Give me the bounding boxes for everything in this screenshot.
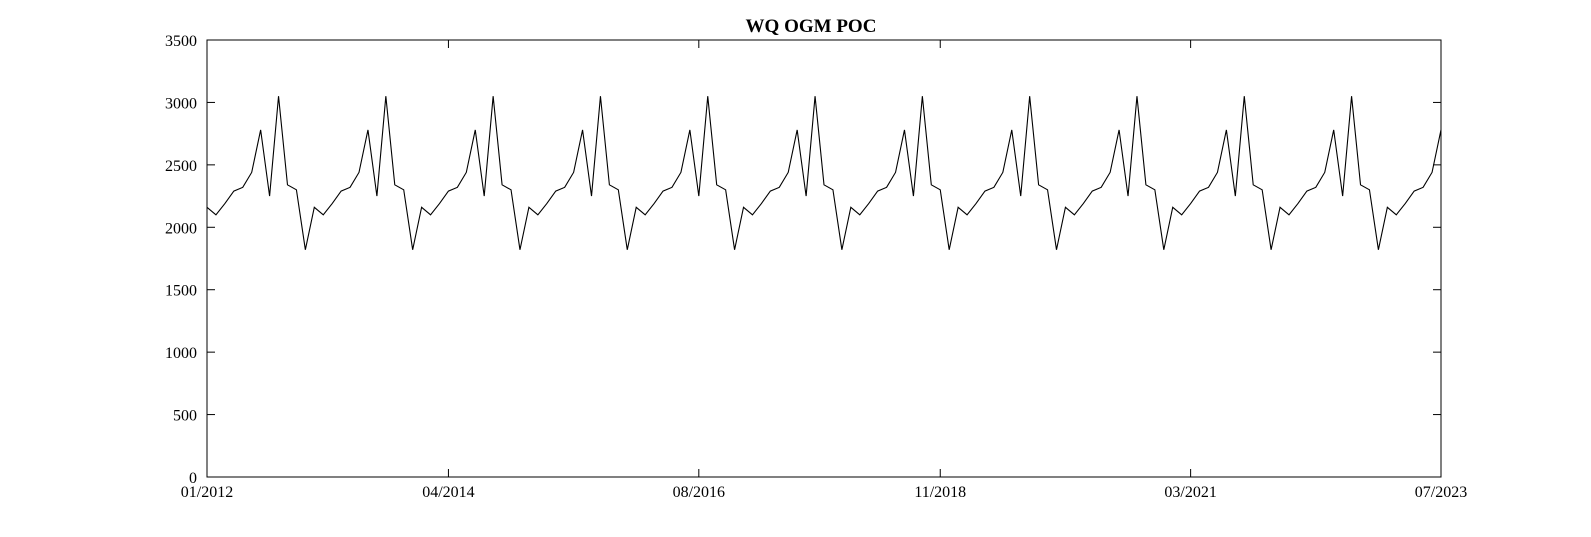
x-axis: 01/2012 04/2014 08/2016 11/2018 03/2021 07/20… [181, 40, 1467, 501]
x-tick-label: 03/2021 [1164, 484, 1216, 501]
x-tick-label: 04/2014 [422, 484, 474, 501]
series-layer [206, 96, 1442, 250]
plot-frame [206, 39, 1442, 478]
x-tick-label: 11/2018 [914, 484, 966, 501]
y-tick-label: 0 [189, 470, 197, 487]
y-tick-label: 2000 [165, 220, 197, 237]
y-tick-label: 500 [173, 408, 197, 425]
chart-title: WQ OGM POC [746, 16, 877, 37]
y-tick-label: 3500 [165, 33, 197, 50]
x-tick-label: 07/2023 [1415, 484, 1467, 501]
y-tick-label: 1000 [165, 345, 197, 362]
y-tick-label: 3000 [165, 95, 197, 112]
x-tick-label: 01/2012 [181, 484, 233, 501]
y-tick-label: 1500 [165, 283, 197, 300]
y-tick-label: 2500 [165, 158, 197, 175]
series-line [206, 96, 1442, 250]
y-axis: 0 500 1000 1500 2000 2500 3000 3500 [165, 33, 1441, 487]
x-tick-label: 08/2016 [673, 484, 725, 501]
